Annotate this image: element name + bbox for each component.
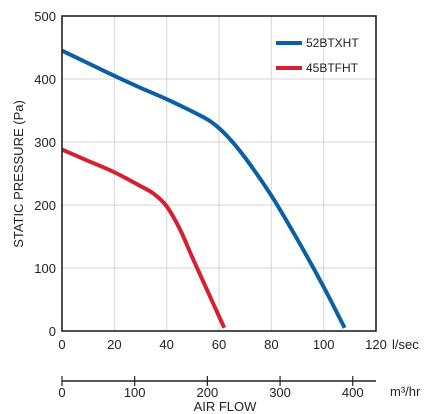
- y-axis-title: STATIC PRESSURE (Pa): [11, 100, 26, 248]
- secondary-x-tick-label: 0: [58, 385, 65, 400]
- series-line-45btfht: [61, 147, 227, 329]
- legend-label: 52BTXHT: [306, 36, 359, 50]
- x-axis-title: AIR FLOW: [194, 399, 258, 414]
- x-tick-label: 40: [159, 337, 173, 352]
- x-tick-label: 20: [107, 337, 121, 352]
- series-layer: [61, 48, 347, 329]
- y-tick-label: 500: [34, 9, 56, 24]
- axis-layer: 0 100 200 300 400 500 0 20 40 60 80 100 120 0 100 200 30…: [34, 9, 387, 400]
- x-tick-label: 120: [365, 337, 387, 352]
- plot-frame: [61, 15, 377, 332]
- x-tick-label: 100: [313, 337, 335, 352]
- x-tick-label: 60: [212, 337, 226, 352]
- x-primary-unit-label: l/sec: [392, 337, 419, 352]
- secondary-x-tick-label: 200: [197, 385, 219, 400]
- x-tick-label: 80: [264, 337, 278, 352]
- y-tick-label: 0: [49, 324, 56, 339]
- y-tick-label: 200: [34, 198, 56, 213]
- legend-label: 45BTFHT: [306, 61, 359, 75]
- x-tick-label: 0: [58, 337, 65, 352]
- legend: 52BTXHT 45BTFHT: [276, 36, 359, 75]
- series-line-52btxht: [61, 48, 347, 329]
- x-secondary-unit-label: m³/hr: [390, 384, 421, 399]
- secondary-x-tick-label: 400: [342, 385, 364, 400]
- y-tick-label: 400: [34, 72, 56, 87]
- y-tick-label: 300: [34, 135, 56, 150]
- secondary-x-tick-label: 100: [124, 385, 146, 400]
- secondary-x-tick-label: 300: [269, 385, 291, 400]
- y-tick-label: 100: [34, 261, 56, 276]
